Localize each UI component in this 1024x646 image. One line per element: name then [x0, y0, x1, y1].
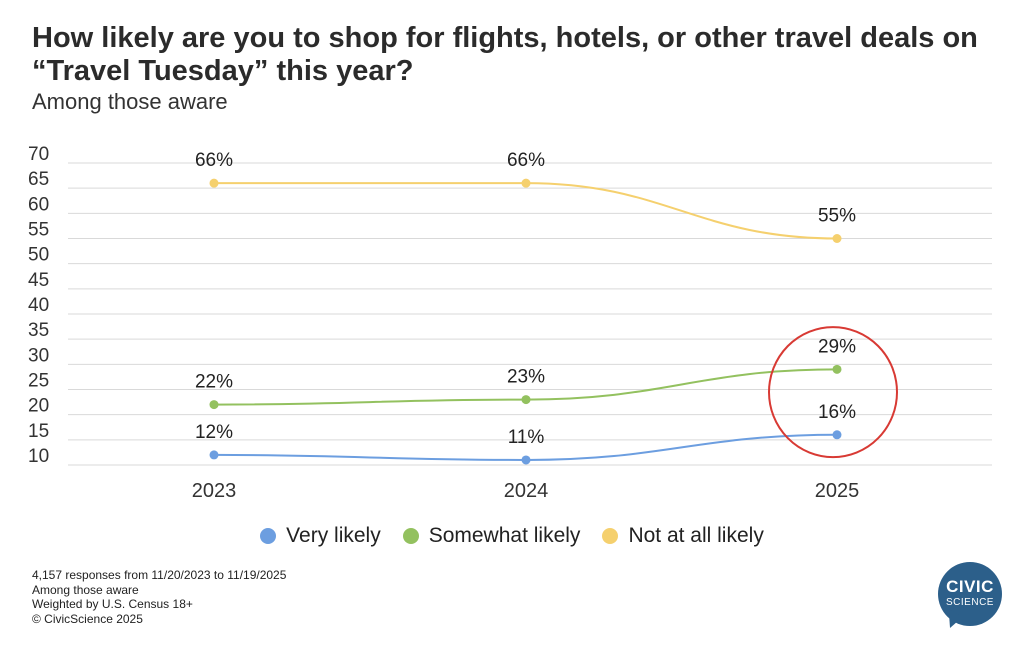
footnote-weighting: Weighted by U.S. Census 18+ [32, 597, 193, 611]
legend-label: Somewhat likely [428, 524, 581, 547]
x-tick-label: 2023 [192, 480, 237, 502]
chart-legend: Very likely Somewhat likely Not at all l… [0, 524, 1024, 548]
y-tick-label: 70 [28, 144, 49, 165]
y-tick-label: 35 [28, 320, 49, 341]
footnote-audience: Among those aware [32, 582, 139, 597]
data-label: 16% [818, 402, 856, 423]
data-point [209, 178, 219, 188]
legend-label: Not at all likely [628, 524, 764, 547]
data-label: 29% [818, 336, 856, 357]
data-point [521, 178, 531, 188]
chart-title: How likely are you to shop for flights, … [32, 22, 978, 87]
legend-item-very-likely[interactable]: Very likely [260, 524, 381, 548]
logo-text-civic: CIVIC [946, 577, 994, 596]
y-tick-label: 55 [28, 220, 49, 241]
y-tick-label: 15 [28, 421, 49, 442]
data-label: 11% [508, 427, 545, 448]
data-point [209, 450, 219, 460]
y-tick-label: 40 [28, 295, 49, 316]
data-point [832, 430, 842, 440]
x-tick-label: 2024 [504, 480, 549, 502]
footnotes: 4,157 responses from 11/20/2023 to 11/19… [32, 568, 286, 626]
data-label: 66% [507, 150, 545, 171]
logo-text-science: SCIENCE [946, 597, 994, 608]
data-point [521, 395, 531, 405]
y-tick-label: 45 [28, 270, 49, 291]
y-tick-label: 25 [28, 371, 49, 392]
y-tick-label: 60 [28, 194, 49, 215]
series-line-not-at-all-likely [214, 182, 838, 240]
legend-swatch-icon [260, 528, 277, 544]
chart-subtitle: Among those aware [32, 89, 228, 114]
data-label: 12% [195, 422, 233, 443]
footnote-responses: 4,157 responses from 11/20/2023 to 11/19… [32, 568, 287, 582]
civicscience-logo: CIVIC SCIENCE [938, 562, 1006, 631]
x-tick-label: 2025 [815, 480, 860, 502]
data-label: 23% [507, 367, 545, 388]
y-tick-label: 65 [28, 169, 49, 190]
data-point [209, 400, 219, 410]
data-point [832, 364, 842, 374]
legend-swatch-icon [602, 528, 619, 544]
y-tick-label: 50 [28, 245, 49, 266]
data-point [832, 234, 842, 243]
data-label: 55% [818, 206, 856, 227]
logo-bubble [938, 562, 1002, 626]
legend-swatch-icon [402, 528, 419, 544]
y-tick-label: 10 [28, 446, 49, 467]
data-point [521, 455, 531, 465]
y-tick-label: 20 [28, 396, 49, 417]
highlight-circle [768, 326, 898, 459]
data-label: 66% [195, 150, 233, 171]
legend-label: Very likely [286, 524, 381, 547]
y-tick-label: 30 [28, 345, 49, 366]
footnote-copyright: © CivicScience 2025 [32, 611, 143, 626]
legend-item-somewhat-likely[interactable]: Somewhat likely [402, 524, 581, 548]
data-label: 22% [195, 372, 233, 393]
legend-item-not-at-all-likely[interactable]: Not at all likely [602, 524, 764, 548]
